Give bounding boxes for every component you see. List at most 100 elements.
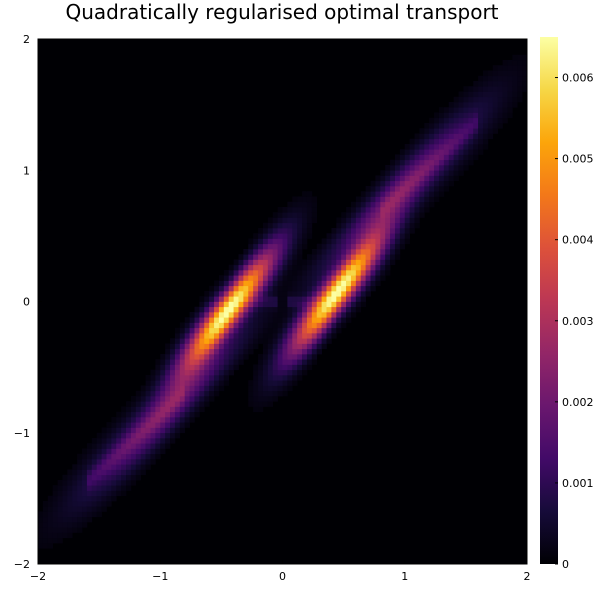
heatmap-cell <box>341 306 347 313</box>
heatmap-cell <box>243 343 249 350</box>
heatmap-cell <box>292 233 298 239</box>
heatmap-cell <box>184 327 190 334</box>
heatmap-cell <box>375 243 381 250</box>
heatmap-cell <box>42 511 49 518</box>
heatmap-cell <box>336 233 342 239</box>
heatmap-cell <box>116 453 122 460</box>
heatmap-cell <box>135 417 142 423</box>
heatmap-cell <box>130 474 137 481</box>
heatmap-cell <box>370 201 376 208</box>
heatmap-cell <box>360 285 366 292</box>
heatmap-cell <box>409 138 415 145</box>
heatmap-cell <box>170 427 176 434</box>
heatmap-cell <box>238 285 244 292</box>
heatmap-cell <box>184 338 190 344</box>
heatmap-cell <box>287 359 293 365</box>
heatmap-cell <box>214 354 220 360</box>
heatmap-cell <box>282 343 288 350</box>
heatmap-cell <box>316 333 322 339</box>
heatmap-cell <box>365 222 371 229</box>
heatmap-cell <box>218 275 225 281</box>
heatmap-cell <box>321 280 327 287</box>
heatmap-cell <box>233 270 239 276</box>
heatmap-cell <box>155 406 161 413</box>
heatmap-cell <box>380 238 386 245</box>
heatmap-cell <box>77 511 83 518</box>
heatmap-cell <box>443 154 450 161</box>
heatmap-cell <box>179 417 186 423</box>
heatmap-cell <box>223 312 230 318</box>
heatmap-cell <box>492 86 499 92</box>
heatmap-cell <box>155 385 161 392</box>
heatmap-cell <box>355 228 362 234</box>
heatmap-cell <box>487 117 494 124</box>
heatmap-cell <box>463 128 469 134</box>
heatmap-cell <box>272 254 278 260</box>
heatmap-cell <box>209 380 215 386</box>
heatmap-cell <box>253 317 259 323</box>
heatmap-cell <box>57 485 63 491</box>
heatmap-cell <box>346 301 352 308</box>
heatmap-cell <box>316 270 322 276</box>
heatmap-cell <box>111 427 117 434</box>
heatmap-cell <box>287 301 293 308</box>
heatmap-cell <box>404 170 410 176</box>
heatmap-cell <box>360 191 366 197</box>
heatmap-cell <box>419 154 425 161</box>
heatmap-cell <box>306 354 313 360</box>
heatmap-cell <box>248 270 254 276</box>
heatmap-cell <box>47 516 54 523</box>
heatmap-cell <box>111 490 117 497</box>
heatmap-cell <box>512 54 518 61</box>
heatmap-cell <box>473 133 479 140</box>
heatmap-cell <box>174 369 181 376</box>
heatmap-cell <box>258 369 264 376</box>
heatmap-cell <box>414 175 420 182</box>
heatmap-cell <box>468 133 474 140</box>
heatmap-cell <box>326 327 332 334</box>
heatmap-cell <box>478 75 484 82</box>
heatmap-cell <box>277 375 283 381</box>
heatmap-cell <box>233 275 239 281</box>
heatmap-cell <box>326 243 332 250</box>
heatmap-cell <box>170 438 176 444</box>
heatmap-cell <box>145 396 151 402</box>
heatmap-cell <box>160 396 166 402</box>
heatmap-cell <box>282 348 288 355</box>
heatmap-cell <box>272 322 278 329</box>
heatmap-cell <box>409 196 415 203</box>
heatmap-cell <box>67 522 73 528</box>
heatmap-cell <box>121 432 127 439</box>
heatmap-cell <box>277 212 283 218</box>
heatmap-cell <box>282 369 288 376</box>
heatmap-cell <box>453 112 459 119</box>
heatmap-cell <box>404 238 410 245</box>
heatmap-cell <box>326 259 332 266</box>
heatmap-cell <box>72 527 78 533</box>
heatmap-cell <box>463 154 469 161</box>
heatmap-cell <box>82 495 88 502</box>
heatmap-cell <box>375 201 381 208</box>
heatmap-cell <box>150 401 156 407</box>
heatmap-cell <box>497 81 503 87</box>
heatmap-cell <box>116 438 122 444</box>
heatmap-cell <box>233 343 239 350</box>
heatmap-cell <box>248 291 254 297</box>
heatmap-cell <box>394 175 401 182</box>
heatmap-cell <box>331 327 337 334</box>
heatmap-cell <box>248 317 254 323</box>
heatmap-cell <box>218 343 225 350</box>
heatmap-cell <box>150 396 156 402</box>
heatmap-cell <box>121 485 127 491</box>
heatmap-cell <box>302 191 308 197</box>
heatmap-cell <box>287 385 293 392</box>
heatmap-cell <box>165 411 171 418</box>
heatmap-cell <box>375 186 381 192</box>
heatmap-cell <box>360 217 366 224</box>
heatmap-cell <box>419 201 425 208</box>
heatmap-cell <box>463 86 469 92</box>
y-tick-label: −2 <box>14 558 30 571</box>
heatmap-cell <box>277 270 283 276</box>
heatmap-cell <box>355 259 362 266</box>
heatmap-cell <box>145 411 151 418</box>
